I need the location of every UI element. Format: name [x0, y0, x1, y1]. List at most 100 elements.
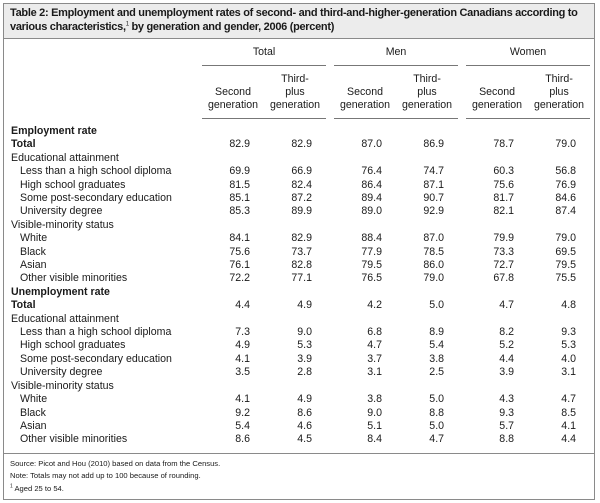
title-rest: by generation and gender, 2006 (percent) — [128, 20, 335, 33]
table-cell: 3.1 — [561, 366, 577, 379]
table-cell — [466, 119, 528, 139]
table-cell: 4.5 — [297, 433, 313, 446]
table-cell: 82.8 — [291, 259, 313, 272]
table-cell: 4.1 — [235, 393, 250, 406]
table-cell: 69.5 — [555, 245, 577, 258]
table-cell — [528, 313, 590, 326]
table-cell — [202, 313, 264, 326]
row-label: Asian — [20, 259, 47, 272]
column-header-line — [334, 73, 396, 86]
table-cell: 5.4 — [429, 339, 445, 352]
table-cell — [202, 380, 264, 393]
column-header-line — [202, 73, 264, 86]
table-row: Total 4.4 4.9 4.2 5.0 4.7 4.8 — [6, 299, 590, 312]
table-row: White 84.1 82.9 88.4 87.0 79.9 79.0 — [6, 232, 590, 245]
table-cell: 8.8 — [499, 433, 515, 446]
column-header-line: generation — [269, 98, 321, 111]
row-label: Other visible minorities — [20, 272, 128, 285]
rounding-note: Note: Totals may not add up to 100 becau… — [10, 471, 201, 481]
table-cell: 77.1 — [291, 272, 313, 285]
table-cell: 89.4 — [361, 192, 383, 205]
table-cell: 4.8 — [561, 299, 577, 312]
table-cell: 72.7 — [493, 259, 515, 272]
table-cell: 86.0 — [423, 259, 445, 272]
row-label: High school graduates — [20, 339, 126, 352]
table-cell — [202, 152, 264, 165]
column-header-line: Third- — [281, 72, 309, 85]
table-cell: 4.9 — [297, 299, 313, 312]
table-cell: 5.4 — [235, 419, 250, 432]
title-footnote-mark: 1 — [125, 20, 129, 27]
table-cell: 6.8 — [367, 326, 383, 339]
table-cell — [396, 152, 458, 165]
table-row: Visible-minority status — [6, 219, 590, 232]
table-cell — [334, 119, 396, 139]
table-cell: 5.3 — [561, 339, 577, 352]
table-cell: 4.3 — [499, 393, 515, 406]
table-cell — [466, 219, 528, 232]
table-cell: 84.1 — [229, 232, 250, 245]
table-row: Total 82.9 82.9 87.0 86.9 78.7 79.0 — [6, 138, 590, 151]
column-group-women: Women — [466, 39, 591, 66]
table-cell: 3.5 — [235, 366, 250, 379]
table-cell: 3.1 — [367, 366, 383, 379]
table-cell — [466, 152, 528, 165]
table-cell — [466, 286, 528, 299]
table-cell — [396, 286, 458, 299]
column-header-line: Third- — [413, 72, 441, 85]
table-cell: 85.3 — [229, 205, 250, 218]
table-cell: 79.9 — [493, 232, 515, 245]
table-cell: 86.9 — [423, 138, 445, 151]
table-cell — [528, 152, 590, 165]
table-cell — [334, 380, 396, 393]
table-cell: 87.0 — [361, 138, 383, 151]
table-cell — [396, 119, 458, 139]
table-cell — [528, 119, 590, 139]
table-cell: 85.1 — [229, 192, 250, 205]
table-frame: Table 2: Employment and unemployment rat… — [3, 3, 595, 500]
table-cell: 76.4 — [361, 165, 383, 178]
table-cell: 3.8 — [367, 393, 383, 406]
table-cell: 79.5 — [361, 259, 383, 272]
table-cell — [334, 286, 396, 299]
column-header-line: Second — [347, 85, 383, 98]
table-cell: 87.4 — [555, 205, 577, 218]
table-cell: 66.9 — [291, 165, 313, 178]
table-cell: 72.2 — [229, 272, 250, 285]
table-footer: Source: Picot and Hou (2010) based on da… — [4, 452, 594, 499]
column-header-line: plus — [417, 85, 437, 98]
row-label: Some post-secondary education — [20, 192, 172, 205]
table-cell: 75.6 — [229, 245, 250, 258]
column-group-total: Total — [202, 39, 327, 66]
column-header-row: Second generation Third-plus generation Sec… — [6, 65, 591, 119]
table-cell: 74.7 — [423, 165, 445, 178]
table-cell: 8.8 — [429, 406, 445, 419]
table-cell: 89.0 — [361, 205, 383, 218]
row-label: Total — [11, 299, 36, 312]
table-cell: 4.1 — [235, 352, 250, 365]
table-cell — [202, 219, 264, 232]
column-header-line: Second — [479, 85, 515, 98]
table-body: Employment rate Total 82.9 82.9 87.0 86.9 78.7… — [6, 119, 590, 453]
table-cell — [334, 219, 396, 232]
table-row: High school graduates 4.9 5.3 4.7 5.4 5.2 5.3 — [6, 339, 590, 352]
row-label: Unemployment rate — [11, 285, 110, 298]
title-text: Table 2: Employment and unemployment rat… — [10, 7, 578, 33]
data-table: Total Men Women Second generation Third-pl… — [6, 39, 591, 453]
table-cell: 4.1 — [561, 419, 577, 432]
column-header-line: plus — [549, 85, 569, 98]
table-cell: 78.5 — [423, 245, 445, 258]
table-cell: 84.6 — [555, 192, 577, 205]
row-label: High school graduates — [20, 178, 126, 191]
row-label: Other visible minorities — [20, 433, 128, 446]
table-cell: 4.4 — [235, 299, 250, 312]
column-header: Second generation — [334, 65, 397, 119]
footnote-mark: 1 — [10, 483, 13, 490]
table-cell — [264, 219, 326, 232]
table-cell: 4.9 — [235, 339, 250, 352]
table-row: Black 75.6 73.7 77.9 78.5 73.3 69.5 — [6, 246, 590, 259]
table-cell: 87.2 — [291, 192, 313, 205]
table-cell: 2.5 — [429, 366, 445, 379]
table-cell: 3.9 — [499, 366, 515, 379]
table-cell: 75.6 — [493, 178, 515, 191]
